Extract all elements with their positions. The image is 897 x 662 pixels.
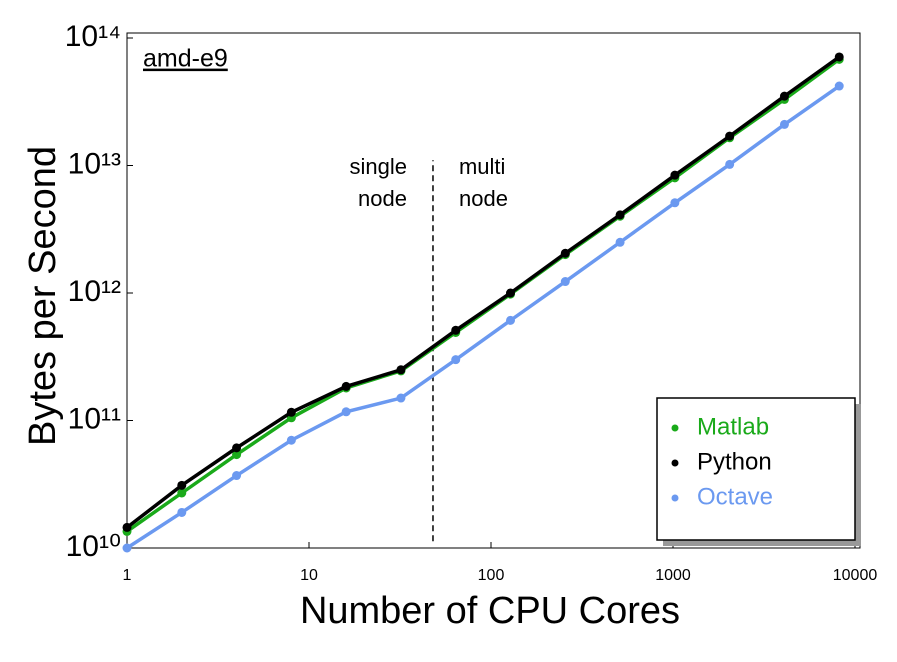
data-point (725, 159, 735, 169)
data-point (286, 435, 296, 445)
plot-frame (126, 32, 861, 549)
data-point (615, 237, 625, 247)
x-tick-label: 1000 (655, 567, 691, 584)
data-point (506, 315, 516, 325)
x-tick-label: 10000 (833, 567, 878, 584)
data-point (506, 288, 516, 298)
legend-marker (671, 494, 679, 502)
data-point (177, 507, 187, 517)
data-point (232, 443, 242, 453)
data-point (122, 522, 132, 532)
y-tick-label: 10¹² (68, 275, 121, 308)
data-point (670, 170, 680, 180)
data-point (177, 480, 187, 490)
data-point (779, 119, 789, 129)
legend-box (656, 397, 856, 541)
data-point (451, 355, 461, 365)
data-point (725, 131, 735, 141)
x-tick-label: 10 (300, 567, 318, 584)
data-point (177, 488, 187, 498)
data-point (560, 248, 570, 258)
x-tick-label: 1 (123, 567, 132, 584)
y-tick-label: 10¹⁰ (66, 530, 121, 563)
y-tick-label: 10¹⁴ (65, 20, 121, 53)
data-point (670, 198, 680, 208)
data-point (341, 407, 351, 417)
data-point (341, 381, 351, 391)
y-tick-label: 10¹³ (68, 147, 121, 180)
x-axis-title: Number of CPU Cores (300, 590, 680, 632)
y-axis-title: Bytes per Second (22, 146, 64, 446)
data-point (232, 450, 242, 460)
machine-label: amd-e9 (143, 45, 228, 73)
legend-marker (671, 424, 679, 432)
data-point (122, 543, 132, 553)
data-point (286, 407, 296, 417)
annotation: single (350, 154, 407, 179)
data-point (834, 81, 844, 91)
annotation: node (358, 186, 407, 211)
legend-label: Matlab (697, 413, 769, 440)
legend-label: Python (697, 448, 772, 475)
legend-marker (671, 459, 679, 467)
data-point (396, 393, 406, 403)
series-line (126, 84, 841, 550)
series-line (125, 55, 841, 529)
data-point (396, 365, 406, 375)
data-point (451, 325, 461, 335)
data-point (834, 52, 844, 62)
data-point (560, 277, 570, 287)
y-tick-label: 10¹¹ (68, 402, 121, 435)
x-tick-label: 100 (478, 567, 505, 584)
legend-label: Octave (697, 483, 773, 510)
annotation: node (459, 186, 508, 211)
annotation: multi (459, 154, 505, 179)
data-point (232, 471, 242, 481)
data-point (779, 91, 789, 101)
data-point (615, 210, 625, 220)
